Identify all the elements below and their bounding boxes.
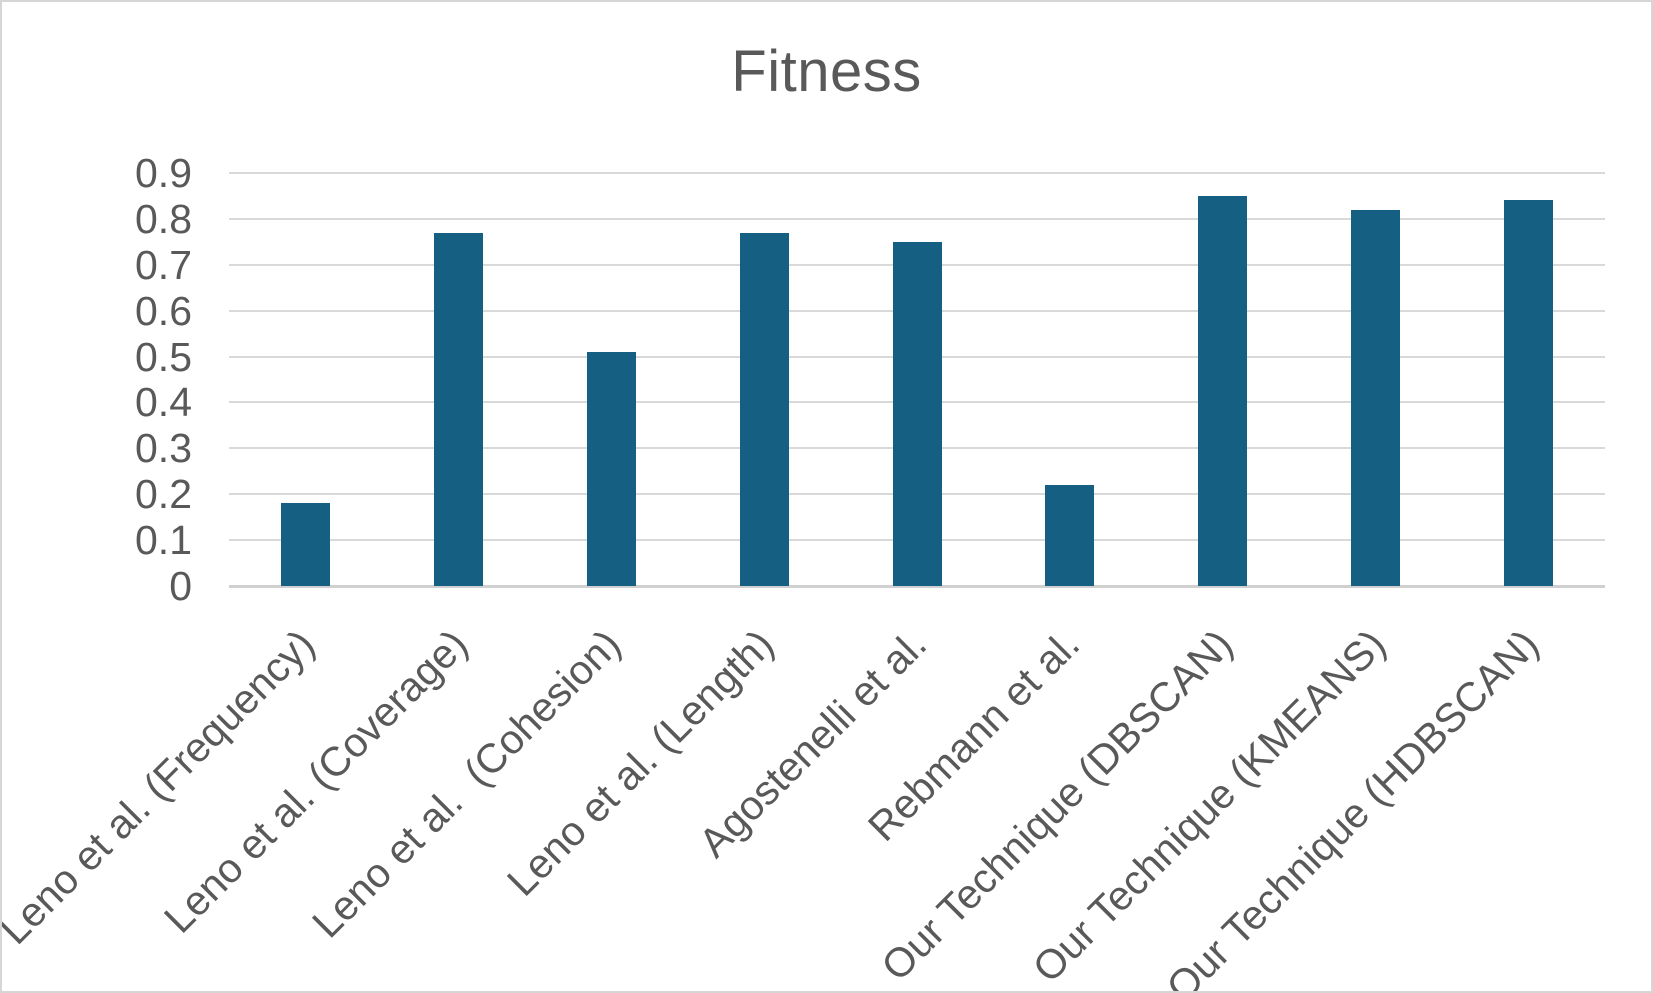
bar: [1351, 210, 1400, 586]
bar: [281, 503, 330, 586]
y-tick-label: 0.6: [135, 287, 192, 334]
bar: [1504, 200, 1553, 586]
chart-title: Fitness: [731, 39, 922, 104]
y-tick-label: 0.8: [135, 195, 192, 242]
bar: [587, 352, 636, 586]
y-tick-label: 0.9: [135, 149, 192, 196]
y-tick-label: 0.7: [135, 241, 192, 288]
bar: [1198, 196, 1247, 586]
y-gridline: [229, 217, 1605, 220]
y-tick-label: 0.3: [135, 425, 192, 472]
y-tick-label: 0.5: [135, 333, 192, 380]
y-tick-label: 0.2: [135, 471, 192, 518]
y-tick-label: 0.4: [135, 379, 192, 426]
bar: [740, 233, 789, 586]
bar: [1045, 485, 1094, 586]
bar: [434, 233, 483, 586]
y-gridline: [229, 171, 1605, 174]
x-axis-line: [229, 585, 1605, 588]
bar: [893, 242, 942, 586]
y-tick-label: 0: [169, 563, 192, 609]
y-tick-label: 0.1: [135, 517, 192, 564]
